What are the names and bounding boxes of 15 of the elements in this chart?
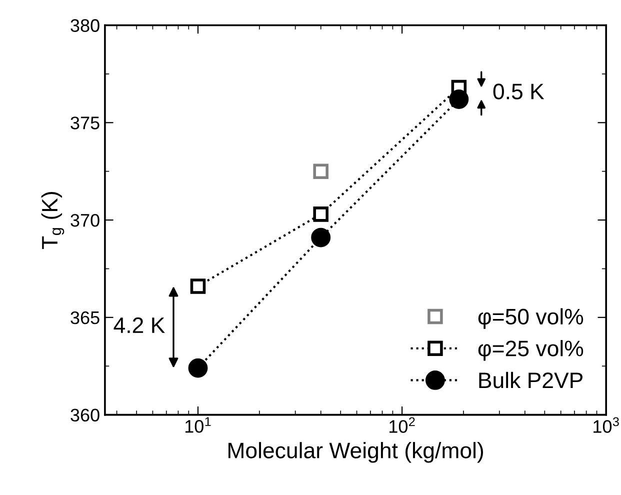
- y-tick-label: 370: [70, 214, 100, 227]
- legend-label: Bulk P2VP: [479, 372, 582, 388]
- y-axis-title: T$_{g}$ (K): [41, 192, 64, 249]
- annotation: 0.5 K: [493, 84, 544, 100]
- x-tick-label: 10$^{2}$: [390, 417, 415, 433]
- legend-label: φ=50 vol%: [478, 308, 584, 329]
- y-tick-label: 360: [70, 408, 100, 422]
- y-tick-label: 365: [70, 311, 100, 324]
- legend-label: φ=25 vol%: [478, 340, 584, 361]
- y-tick-label: 375: [70, 116, 100, 130]
- x-tick-label: 10$^{3}$: [594, 417, 619, 433]
- annotation: 4.2 K: [114, 317, 165, 333]
- x-tick-label: 10$^{1}$: [185, 417, 211, 433]
- x-axis-title: Molecular Weight (kg/mol): [228, 442, 484, 463]
- y-tick-label: 380: [70, 19, 100, 32]
